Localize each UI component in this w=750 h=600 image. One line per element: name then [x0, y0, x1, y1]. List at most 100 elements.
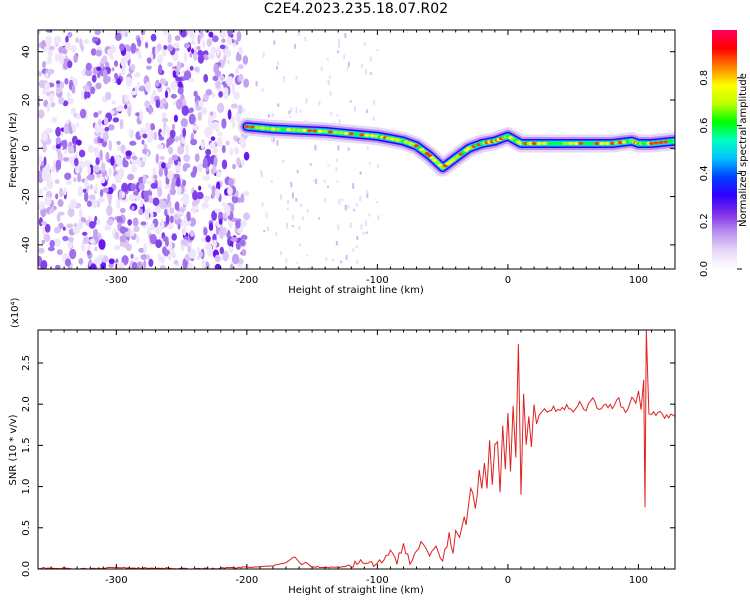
noise-speckle	[55, 87, 62, 94]
noise-streak	[283, 80, 286, 83]
noise-speckle	[193, 50, 198, 61]
noise-speckle	[87, 165, 91, 175]
noise-speckle	[121, 66, 126, 76]
noise-speckle	[70, 198, 77, 209]
noise-speckle	[131, 261, 138, 269]
noise-speckle	[183, 42, 191, 49]
y-tick-label: 0.0	[21, 561, 32, 577]
noise-speckle	[93, 112, 99, 118]
noise-speckle	[55, 80, 61, 85]
noise-speckle	[38, 102, 41, 107]
noise-speckle	[130, 183, 137, 192]
noise-speckle	[139, 199, 144, 208]
noise-speckle	[189, 52, 193, 58]
noise-streak	[262, 52, 265, 58]
noise-streak	[327, 80, 330, 83]
y-tick-label: -40	[21, 237, 32, 253]
noise-speckle	[241, 159, 245, 167]
noise-speckle	[167, 33, 172, 44]
noise-streak	[261, 202, 264, 207]
noise-speckle	[144, 122, 151, 132]
noise-streak	[345, 254, 348, 260]
noise-speckle	[160, 131, 166, 137]
noise-speckle	[230, 237, 238, 242]
noise-speckle	[130, 64, 136, 71]
noise-speckle	[140, 221, 147, 226]
trace-core	[542, 141, 547, 146]
noise-streak	[299, 243, 302, 247]
noise-speckle	[95, 82, 102, 90]
noise-speckle	[82, 231, 88, 236]
x-tick-label: -300	[105, 275, 128, 286]
noise-speckle	[143, 243, 148, 254]
noise-speckle	[78, 149, 86, 158]
noise-streak	[296, 169, 299, 174]
noise-streak	[277, 103, 280, 107]
noise-speckle	[228, 177, 235, 187]
noise-speckle	[65, 35, 69, 44]
noise-speckle	[138, 247, 146, 253]
noise-speckle	[116, 77, 122, 86]
noise-speckle	[229, 147, 234, 156]
noise-speckle	[181, 105, 189, 116]
noise-speckle	[78, 258, 84, 265]
noise-speckle	[211, 190, 216, 198]
noise-speckle	[212, 239, 217, 249]
noise-speckle	[103, 131, 109, 142]
y-tick-label: -20	[21, 188, 32, 204]
y-tick-label: 1.5	[21, 437, 32, 453]
noise-speckle	[66, 180, 73, 185]
noise-streak	[292, 214, 295, 220]
noise-speckle	[166, 170, 174, 180]
snr-plot-area	[38, 330, 675, 569]
trace-core	[312, 129, 318, 133]
noise-speckle	[223, 83, 228, 89]
trace-core	[547, 141, 553, 146]
noise-speckle	[201, 259, 206, 269]
x-tick-label: -100	[366, 275, 389, 286]
noise-speckle	[132, 217, 139, 227]
trace-core	[663, 140, 669, 144]
noise-speckle	[76, 139, 82, 146]
trace-core	[317, 129, 323, 133]
noise-speckle	[147, 130, 154, 141]
noise-speckle	[85, 91, 91, 99]
trace-core	[270, 127, 276, 131]
noise-speckle	[97, 254, 105, 260]
noise-streak	[315, 178, 318, 185]
trace-core	[249, 125, 255, 129]
noise-speckle	[182, 179, 187, 187]
noise-speckle	[183, 154, 191, 163]
noise-speckle	[44, 81, 50, 92]
noise-speckle	[82, 85, 90, 90]
noise-speckle	[41, 239, 45, 245]
noise-speckle	[210, 136, 216, 141]
noise-speckle	[152, 197, 160, 206]
noise-streak	[294, 44, 297, 49]
noise-speckle	[173, 114, 178, 123]
noise-speckle	[41, 221, 48, 226]
noise-speckle	[216, 181, 221, 191]
noise-speckle	[181, 138, 186, 144]
trace-core	[364, 133, 370, 137]
colorbar-tick-label: 0.6	[699, 118, 710, 134]
noise-speckle	[237, 136, 245, 145]
noise-speckle	[111, 67, 115, 72]
noise-speckle	[171, 123, 176, 130]
noise-speckle	[161, 97, 167, 104]
noise-speckle	[121, 182, 129, 193]
noise-speckle	[127, 219, 133, 226]
noise-speckle	[169, 241, 173, 250]
noise-speckle	[121, 227, 129, 233]
noise-speckle	[174, 136, 180, 143]
noise-speckle	[158, 128, 163, 138]
noise-speckle	[141, 139, 145, 145]
bottom-x-axis-label: Height of straight line (km)	[288, 585, 424, 596]
noise-speckle	[211, 35, 219, 43]
noise-speckle	[116, 216, 123, 225]
trace-core	[667, 139, 673, 144]
noise-streak	[295, 197, 298, 202]
noise-speckle	[169, 215, 174, 224]
noise-speckle	[62, 100, 69, 107]
noise-streak	[376, 49, 379, 52]
